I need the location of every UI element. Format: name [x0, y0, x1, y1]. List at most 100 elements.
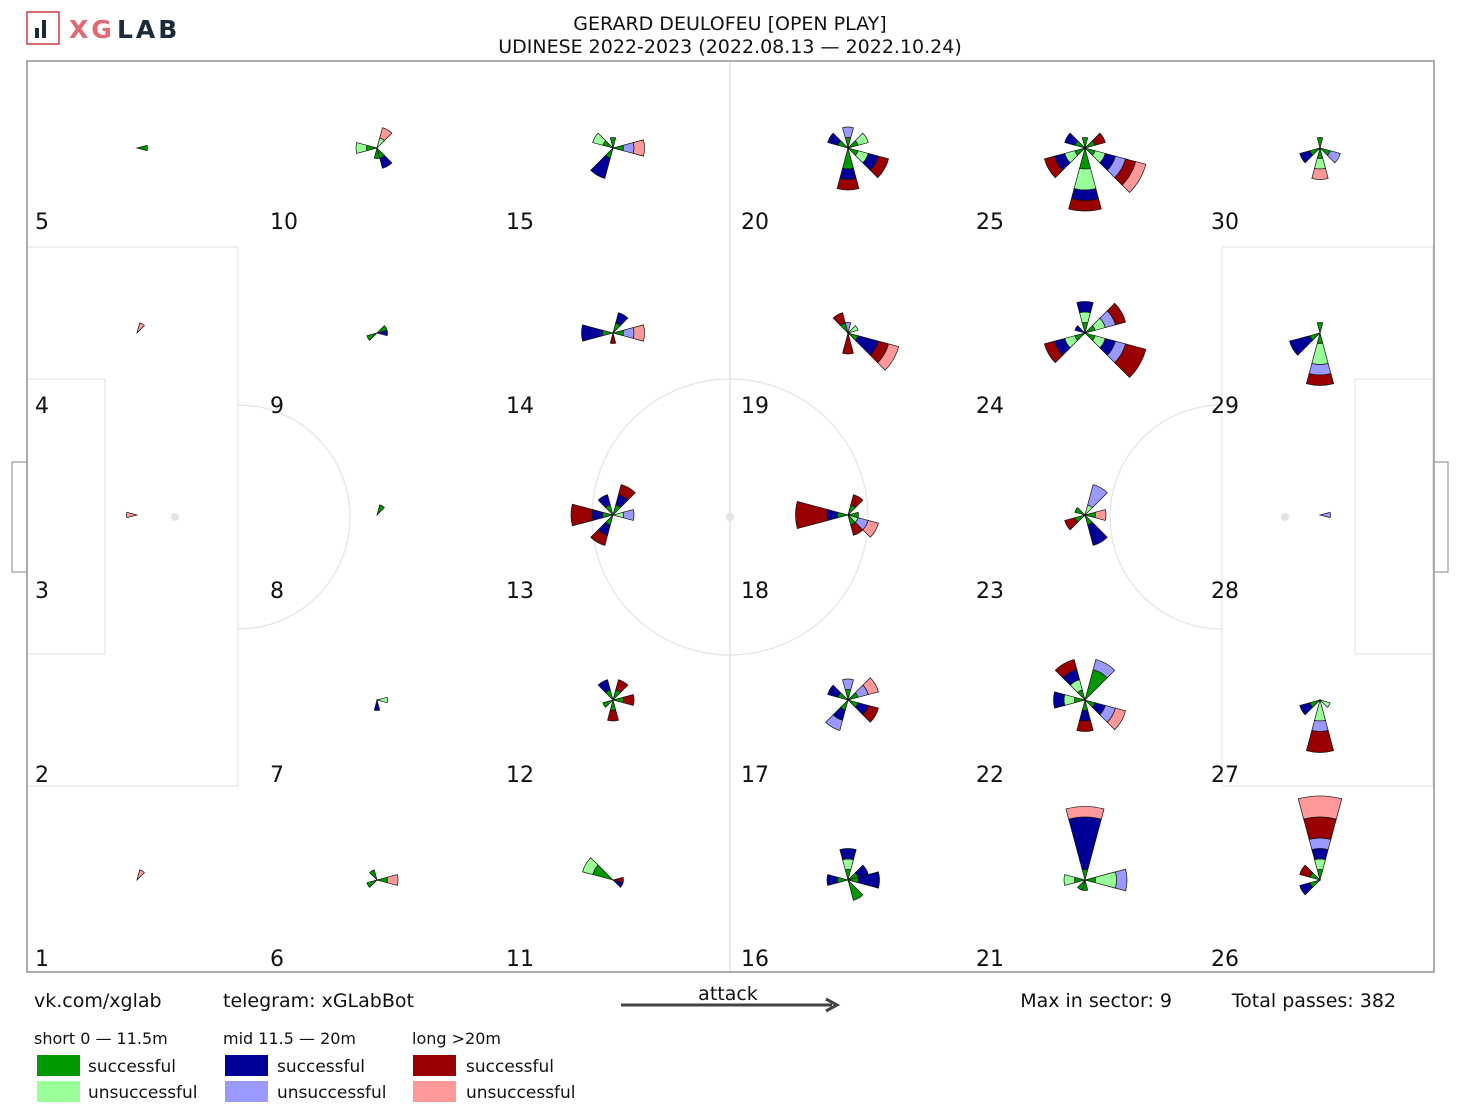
zone-labels: 1234567891011121314151617181920212223242… — [35, 210, 1239, 972]
zone-27-sector-210-mid-s — [1299, 702, 1314, 716]
zone-20-rose — [827, 126, 889, 191]
zone-label-10: 10 — [270, 210, 298, 235]
zone-9-sector-0-mid-s — [375, 329, 388, 337]
zone-19-sector-30-short-u — [846, 325, 859, 334]
zone-17-sector-150-mid-s — [827, 684, 842, 698]
zone-3-rose — [126, 511, 139, 519]
zone-12-sector-60-long-s — [615, 679, 629, 694]
zone-1-rose — [136, 869, 145, 882]
zone-18-sector-330-long-u — [862, 520, 879, 538]
zone-28-rose — [1318, 511, 1331, 519]
zone-14-sector-180-short-s — [602, 329, 615, 337]
zone-24-sector-90-short-u — [1079, 311, 1091, 324]
zone-13-sector-180-mid-s — [591, 509, 604, 521]
legend-mid-title: mid 11.5 — 20m — [223, 1029, 356, 1048]
zone-6-sector-0-long-u — [386, 874, 399, 886]
zone-9-rose — [366, 325, 388, 341]
zone-25-sector-270-short-u — [1073, 167, 1097, 191]
zone-label-6: 6 — [270, 947, 284, 972]
zone-16-sector-90-short-u — [842, 858, 854, 871]
zone-23-sector-0-long-u — [1094, 509, 1107, 521]
zone-21-sector-90-long-u — [1065, 806, 1105, 820]
zone-5-sector-0-short-s — [135, 144, 148, 152]
zone-20-sector-30-short-u — [854, 132, 869, 146]
zone-label-29: 29 — [1211, 394, 1239, 419]
xglab-logo: XG LAB — [26, 11, 177, 45]
zone-30-sector-270-short-u — [1314, 157, 1326, 170]
zone-30-sector-330-mid-u — [1326, 150, 1341, 164]
logo-text-accent: XG — [69, 15, 115, 44]
zone-24-sector-330-long-s — [1114, 343, 1147, 379]
zone-17-sector-90-mid-u — [842, 678, 854, 691]
zone-26-rose — [1297, 795, 1343, 896]
zone-label-28: 28 — [1211, 579, 1239, 604]
zone-15-rose — [590, 132, 645, 179]
legend-short-title: short 0 — 11.5m — [34, 1029, 168, 1048]
max-in-sector: Max in sector: 9 — [1020, 990, 1172, 1012]
zone-10-rose — [355, 127, 393, 169]
zone-25-sector-330-long-u — [1121, 161, 1147, 194]
legend-mid-unsuccessful-swatch — [225, 1081, 268, 1102]
total-passes: Total passes: 382 — [1231, 990, 1396, 1012]
zone-label-23: 23 — [976, 579, 1004, 604]
bar-chart-icon — [35, 28, 39, 38]
zone-18-rose — [795, 494, 879, 538]
zone-18-sector-180-mid-s — [826, 509, 839, 521]
zone-14-sector-270-long-s — [609, 331, 617, 344]
zone-28-sector-0-mid-u — [1318, 511, 1331, 519]
zone-29-sector-270-mid-u — [1308, 363, 1332, 376]
legend-short-successful-swatch — [37, 1055, 80, 1076]
zone-15-sector-0-short-s — [611, 144, 624, 152]
telegram-link[interactable]: telegram: xGLabBot — [223, 990, 414, 1012]
zone-17-sector-240-mid-u — [825, 714, 843, 731]
vk-link[interactable]: vk.com/xglab — [34, 990, 162, 1012]
zone-22-sector-120-long-s — [1054, 659, 1078, 679]
zone-label-16: 16 — [741, 947, 769, 972]
zone-23-sector-60-mid-u — [1087, 484, 1108, 509]
legend-short-unsuccessful: unsuccessful — [88, 1083, 198, 1103]
zone-29-sector-270-long-s — [1305, 373, 1335, 386]
zone-13-sector-60-long-s — [618, 484, 636, 501]
zone-30-sector-210-mid-s — [1299, 150, 1314, 164]
zone-15-sector-0-mid-u — [622, 142, 635, 154]
zone-label-11: 11 — [506, 947, 534, 972]
zone-label-26: 26 — [1211, 947, 1239, 972]
zone-13-sector-180-long-s — [570, 503, 594, 527]
zone-25-sector-210-long-s — [1044, 155, 1064, 179]
zone-10-sector-300-mid-s — [379, 154, 393, 169]
zone-25-sector-270-long-s — [1068, 198, 1102, 212]
zone-26-sector-210-mid-s — [1299, 882, 1314, 896]
zone-24-sector-90-mid-s — [1076, 301, 1094, 314]
zone-25-sector-150-mid-s — [1064, 132, 1079, 146]
zone-label-22: 22 — [976, 763, 1004, 788]
zone-16-sector-30-mid-s — [854, 864, 869, 878]
zone-12-sector-0-long-s — [622, 694, 635, 706]
title-line-1: GERARD DEULOFEU [OPEN PLAY] — [573, 13, 886, 35]
zone-22-sector-330-long-u — [1106, 707, 1126, 731]
zone-label-15: 15 — [506, 210, 534, 235]
zone-23-rose — [1064, 484, 1108, 546]
zone-24-rose — [1044, 301, 1147, 379]
zone-13-sector-240-long-s — [590, 529, 608, 546]
zone-30-sector-270-long-u — [1311, 167, 1329, 180]
zone-17-sector-30-long-u — [862, 677, 879, 695]
zone-8-sector-60-short-s — [376, 504, 385, 517]
zone-30-sector-90-short-s — [1316, 137, 1324, 150]
zone-7-sector-270-mid-s — [373, 698, 381, 711]
zone-17-rose — [825, 677, 879, 731]
zone-25-sector-30-long-s — [1091, 132, 1106, 146]
zone-22-sector-60-mid-u — [1092, 659, 1116, 679]
zone-21-sector-240-short-s — [1077, 878, 1086, 891]
zone-label-1: 1 — [35, 947, 49, 972]
attack-label: attack — [698, 983, 758, 1005]
zone-16-sector-90-mid-s — [839, 848, 857, 861]
zone-21-sector-0-short-s — [1083, 876, 1096, 884]
zone-10-sector-180-short-u — [355, 142, 368, 154]
zone-12-sector-120-mid-s — [597, 679, 611, 694]
zone-7-sector-0-short-u — [375, 696, 388, 704]
zone-29-sector-270-short-u — [1311, 342, 1329, 365]
zone-21-sector-0-short-u — [1094, 871, 1117, 889]
zone-14-sector-0-long-u — [632, 324, 645, 342]
legend-long-successful-swatch — [413, 1055, 456, 1076]
